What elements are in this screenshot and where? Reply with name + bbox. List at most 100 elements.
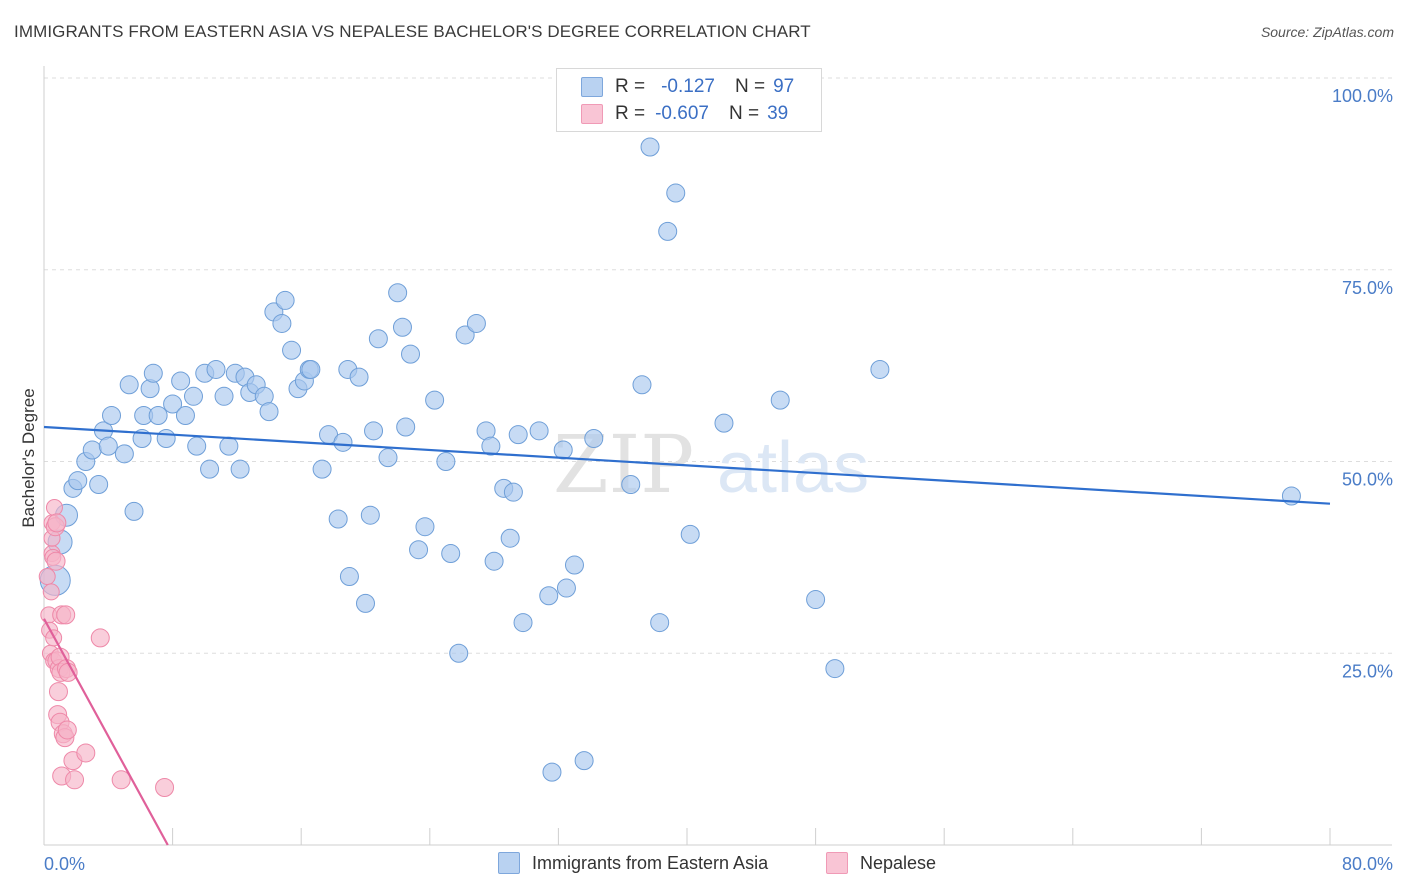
eastern-asia-point xyxy=(680,524,700,544)
eastern-asia-point xyxy=(349,367,369,387)
nepalese-trend-line xyxy=(43,618,169,846)
legend-n-value: 39 xyxy=(767,103,789,124)
legend-swatch-blue xyxy=(581,77,603,97)
eastern-asia-point xyxy=(564,555,584,575)
eastern-asia-point xyxy=(312,459,332,479)
series-label-eastern-asia: Immigrants from Eastern Asia xyxy=(532,852,769,873)
eastern-asia-point xyxy=(187,436,207,456)
eastern-asia-point xyxy=(124,501,144,521)
eastern-asia-point xyxy=(89,475,109,495)
eastern-asia-point xyxy=(360,505,380,525)
gridlines xyxy=(44,77,1392,654)
eastern-asia-point xyxy=(272,313,292,333)
trend-lines xyxy=(43,425,1331,846)
eastern-asia-point xyxy=(275,290,295,310)
eastern-asia-point xyxy=(102,405,122,425)
nepalese-point xyxy=(65,770,85,790)
eastern-asia-point xyxy=(200,459,220,479)
y-tick-label: 75.0% xyxy=(1342,278,1393,298)
eastern-asia-point xyxy=(206,359,226,379)
eastern-asia-point xyxy=(328,509,348,529)
nepalese-point xyxy=(90,628,110,648)
eastern-asia-point xyxy=(282,340,302,360)
eastern-asia-point xyxy=(401,344,421,364)
eastern-asia-point xyxy=(574,751,594,771)
legend-swatch-pink xyxy=(581,104,603,124)
x-tick-label: 0.0% xyxy=(44,854,85,874)
y-tick-label: 50.0% xyxy=(1342,470,1393,490)
eastern-asia-point xyxy=(378,448,398,468)
nepalese-point xyxy=(48,682,68,702)
eastern-asia-point xyxy=(68,471,88,491)
eastern-asia-point xyxy=(364,421,384,441)
eastern-asia-point xyxy=(219,436,239,456)
eastern-asia-point xyxy=(500,528,520,548)
eastern-asia-point xyxy=(259,402,279,422)
y-tick-label: 100.0% xyxy=(1332,86,1393,106)
series-legend: Immigrants from Eastern Asia Nepalese xyxy=(0,852,1406,876)
legend-row-eastern-asia: R = -0.127 N = 97 xyxy=(581,76,794,98)
legend-n-value: 97 xyxy=(773,76,795,97)
eastern-asia-point xyxy=(508,425,528,445)
x-tick-label: 80.0% xyxy=(1342,854,1393,874)
eastern-asia-point xyxy=(542,762,562,782)
nepalese-point xyxy=(155,777,175,797)
eastern-asia-point xyxy=(388,283,408,303)
eastern-asia-point xyxy=(415,517,435,537)
eastern-asia-point xyxy=(529,421,549,441)
legend-r-value: -0.127 xyxy=(661,76,715,97)
eastern-asia-point xyxy=(392,317,412,337)
nepalese-point xyxy=(111,770,131,790)
nepalese-point xyxy=(38,568,56,586)
eastern-asia-point xyxy=(301,359,321,379)
eastern-asia-point xyxy=(539,586,559,606)
eastern-asia-point xyxy=(640,137,660,157)
eastern-asia-point xyxy=(632,375,652,395)
chart-title: IMMIGRANTS FROM EASTERN ASIA VS NEPALESE… xyxy=(14,22,811,41)
nepalese-point xyxy=(45,499,63,517)
eastern-asia-point xyxy=(650,613,670,633)
legend: R = -0.127 N = 97 R = -0.607 N = 39 xyxy=(556,68,822,132)
eastern-asia-point xyxy=(658,221,678,241)
eastern-asia-point xyxy=(584,428,604,448)
eastern-asia-point xyxy=(119,375,139,395)
eastern-asia-point xyxy=(230,459,250,479)
nepalese-point xyxy=(76,743,96,763)
eastern-asia-point xyxy=(484,551,504,571)
eastern-asia-point xyxy=(436,452,456,471)
eastern-asia-point xyxy=(503,482,523,502)
eastern-asia-point xyxy=(621,475,641,495)
source-label: Source: ZipAtlas.com xyxy=(1260,24,1394,40)
nepalese-point xyxy=(57,720,77,740)
series-swatch-pink xyxy=(826,852,848,874)
eastern-asia-point xyxy=(466,313,486,333)
eastern-asia-point xyxy=(368,329,388,349)
eastern-asia-point xyxy=(441,544,461,564)
eastern-asia-point xyxy=(356,593,375,613)
axes xyxy=(43,66,1392,846)
series-legend-nepalese: Nepalese xyxy=(826,852,936,874)
nepalese-point xyxy=(56,605,76,625)
legend-n-label: N = xyxy=(734,76,766,97)
legend-r-label: R = xyxy=(615,76,646,97)
nepalese-point xyxy=(42,583,60,601)
eastern-asia-point xyxy=(214,386,234,406)
nepalese-point xyxy=(46,551,66,571)
eastern-asia-point xyxy=(666,183,686,203)
eastern-asia-point xyxy=(449,643,469,663)
eastern-asia-point xyxy=(183,386,203,406)
eastern-asia-point xyxy=(140,379,160,399)
eastern-asia-point xyxy=(143,363,163,383)
y-axis-label: Bachelor's Degree xyxy=(19,388,38,527)
eastern-asia-point xyxy=(806,590,826,610)
eastern-asia-point xyxy=(171,371,191,391)
eastern-asia-point xyxy=(513,613,533,633)
eastern-asia-point xyxy=(156,428,176,448)
legend-r-label: R = xyxy=(615,103,646,124)
eastern-asia-point xyxy=(82,440,102,460)
eastern-asia-point xyxy=(148,405,168,425)
eastern-asia-point xyxy=(163,394,183,414)
legend-n-label: N = xyxy=(728,103,760,124)
series-swatch-blue xyxy=(498,852,520,874)
